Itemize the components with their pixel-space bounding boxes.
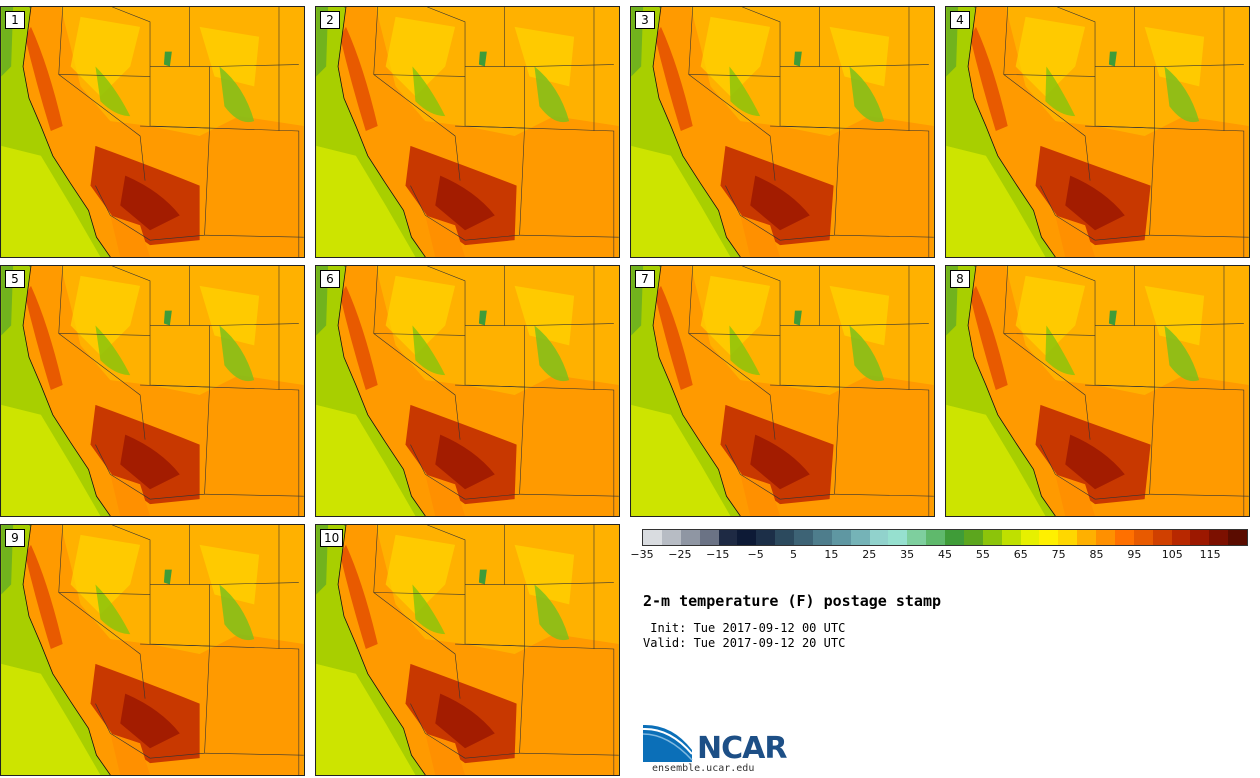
colorbar-tick-label: 5 bbox=[790, 548, 797, 561]
temperature-map bbox=[316, 266, 619, 516]
colorbar-tick-label: 35 bbox=[900, 548, 915, 561]
map-panel-4: 4 bbox=[945, 6, 1250, 258]
colorbar-segment bbox=[907, 530, 927, 545]
temperature-map bbox=[1, 7, 304, 257]
logo-url: ensemble.ucar.edu bbox=[652, 763, 755, 774]
map-panel-1: 1 bbox=[0, 6, 305, 258]
colorbar-segment bbox=[1001, 530, 1021, 545]
panel-number: 6 bbox=[320, 270, 340, 288]
map-panel-6: 6 bbox=[315, 265, 620, 517]
colorbar-tick-label: 105 bbox=[1161, 548, 1183, 561]
colorbar-tick-label: −5 bbox=[747, 548, 764, 561]
colorbar-tick-label: 45 bbox=[938, 548, 952, 561]
colorbar-segment bbox=[737, 530, 757, 545]
colorbar-tick-label: −25 bbox=[668, 548, 692, 561]
colorbar-segment bbox=[1171, 530, 1191, 545]
colorbar-segment bbox=[1096, 530, 1115, 545]
colorbar-segment bbox=[1190, 530, 1210, 545]
colorbar-segment bbox=[831, 530, 851, 545]
colorbar-segment bbox=[756, 530, 776, 545]
colorbar-segment bbox=[1077, 530, 1096, 545]
colorbar-segment bbox=[718, 530, 738, 545]
panel-number: 1 bbox=[5, 11, 25, 29]
map-panel-10: 10 bbox=[315, 524, 620, 776]
temperature-map bbox=[946, 266, 1249, 516]
colorbar-tick-label: 55 bbox=[975, 548, 990, 561]
map-panel-9: 9 bbox=[0, 524, 305, 776]
colorbar-segment bbox=[869, 530, 889, 545]
colorbar-segment bbox=[850, 530, 870, 545]
temperature-map bbox=[316, 525, 619, 775]
map-panel-7: 7 bbox=[630, 265, 935, 517]
panel-number: 8 bbox=[950, 270, 970, 288]
colorbar-segment bbox=[775, 530, 794, 545]
colorbar-segment bbox=[1152, 530, 1172, 545]
temperature-map bbox=[1, 266, 304, 516]
colorbar-segment bbox=[1058, 530, 1078, 545]
colorbar-tick-labels: −35 −25 −15 −5 5 15 25 35 45 55 65 75 85 95 105 115 bbox=[630, 548, 1248, 564]
colorbar-tick-label: 15 bbox=[824, 548, 839, 561]
panel-number: 9 bbox=[5, 529, 25, 547]
panel-number: 4 bbox=[950, 11, 970, 29]
init-time: Init: Tue 2017-09-12 00 UTC bbox=[643, 621, 846, 635]
colorbar-segment bbox=[661, 530, 681, 545]
colorbar-tick-label: 115 bbox=[1199, 548, 1221, 561]
temperature-map bbox=[316, 7, 619, 257]
temperature-map bbox=[1, 525, 304, 775]
temperature-map bbox=[631, 266, 934, 516]
map-panel-8: 8 bbox=[945, 265, 1250, 517]
panel-number: 3 bbox=[635, 11, 655, 29]
map-panel-5: 5 bbox=[0, 265, 305, 517]
panel-number: 5 bbox=[5, 270, 25, 288]
colorbar-segment bbox=[1020, 530, 1040, 545]
temperature-colorbar bbox=[642, 529, 1248, 546]
ncar-logo-icon bbox=[642, 722, 693, 762]
colorbar-segment bbox=[1114, 530, 1134, 545]
panel-number: 7 bbox=[635, 270, 655, 288]
colorbar-segment bbox=[945, 530, 964, 545]
colorbar-segment bbox=[699, 530, 719, 545]
temperature-map bbox=[631, 7, 934, 257]
colorbar-segment bbox=[812, 530, 832, 545]
colorbar-segment bbox=[1133, 530, 1153, 545]
colorbar-segment bbox=[982, 530, 1002, 545]
colorbar-segment bbox=[643, 530, 662, 545]
colorbar-segment bbox=[680, 530, 700, 545]
map-panel-3: 3 bbox=[630, 6, 935, 258]
colorbar-tick-label: −35 bbox=[630, 548, 654, 561]
colorbar-tick-label: 75 bbox=[1051, 548, 1066, 561]
colorbar-segment bbox=[1228, 530, 1247, 545]
colorbar-tick-label: −15 bbox=[706, 548, 730, 561]
plot-title: 2-m temperature (F) postage stamp bbox=[643, 592, 942, 610]
logo-wordmark: NCAR bbox=[697, 731, 787, 766]
panel-number: 2 bbox=[320, 11, 340, 29]
colorbar-segment bbox=[1209, 530, 1229, 545]
colorbar-segment bbox=[963, 530, 983, 545]
colorbar-segment bbox=[926, 530, 945, 545]
colorbar-tick-label: 25 bbox=[862, 548, 877, 561]
colorbar-tick-label: 65 bbox=[1013, 548, 1028, 561]
colorbar-segment bbox=[794, 530, 813, 545]
panel-number: 10 bbox=[320, 529, 344, 547]
map-panel-2: 2 bbox=[315, 6, 620, 258]
colorbar-tick-label: 95 bbox=[1127, 548, 1142, 561]
valid-time: Valid: Tue 2017-09-12 20 UTC bbox=[643, 636, 846, 650]
colorbar-tick-label: 85 bbox=[1089, 548, 1104, 561]
temperature-map bbox=[946, 7, 1249, 257]
colorbar-segment bbox=[888, 530, 908, 545]
colorbar-segment bbox=[1039, 530, 1059, 545]
